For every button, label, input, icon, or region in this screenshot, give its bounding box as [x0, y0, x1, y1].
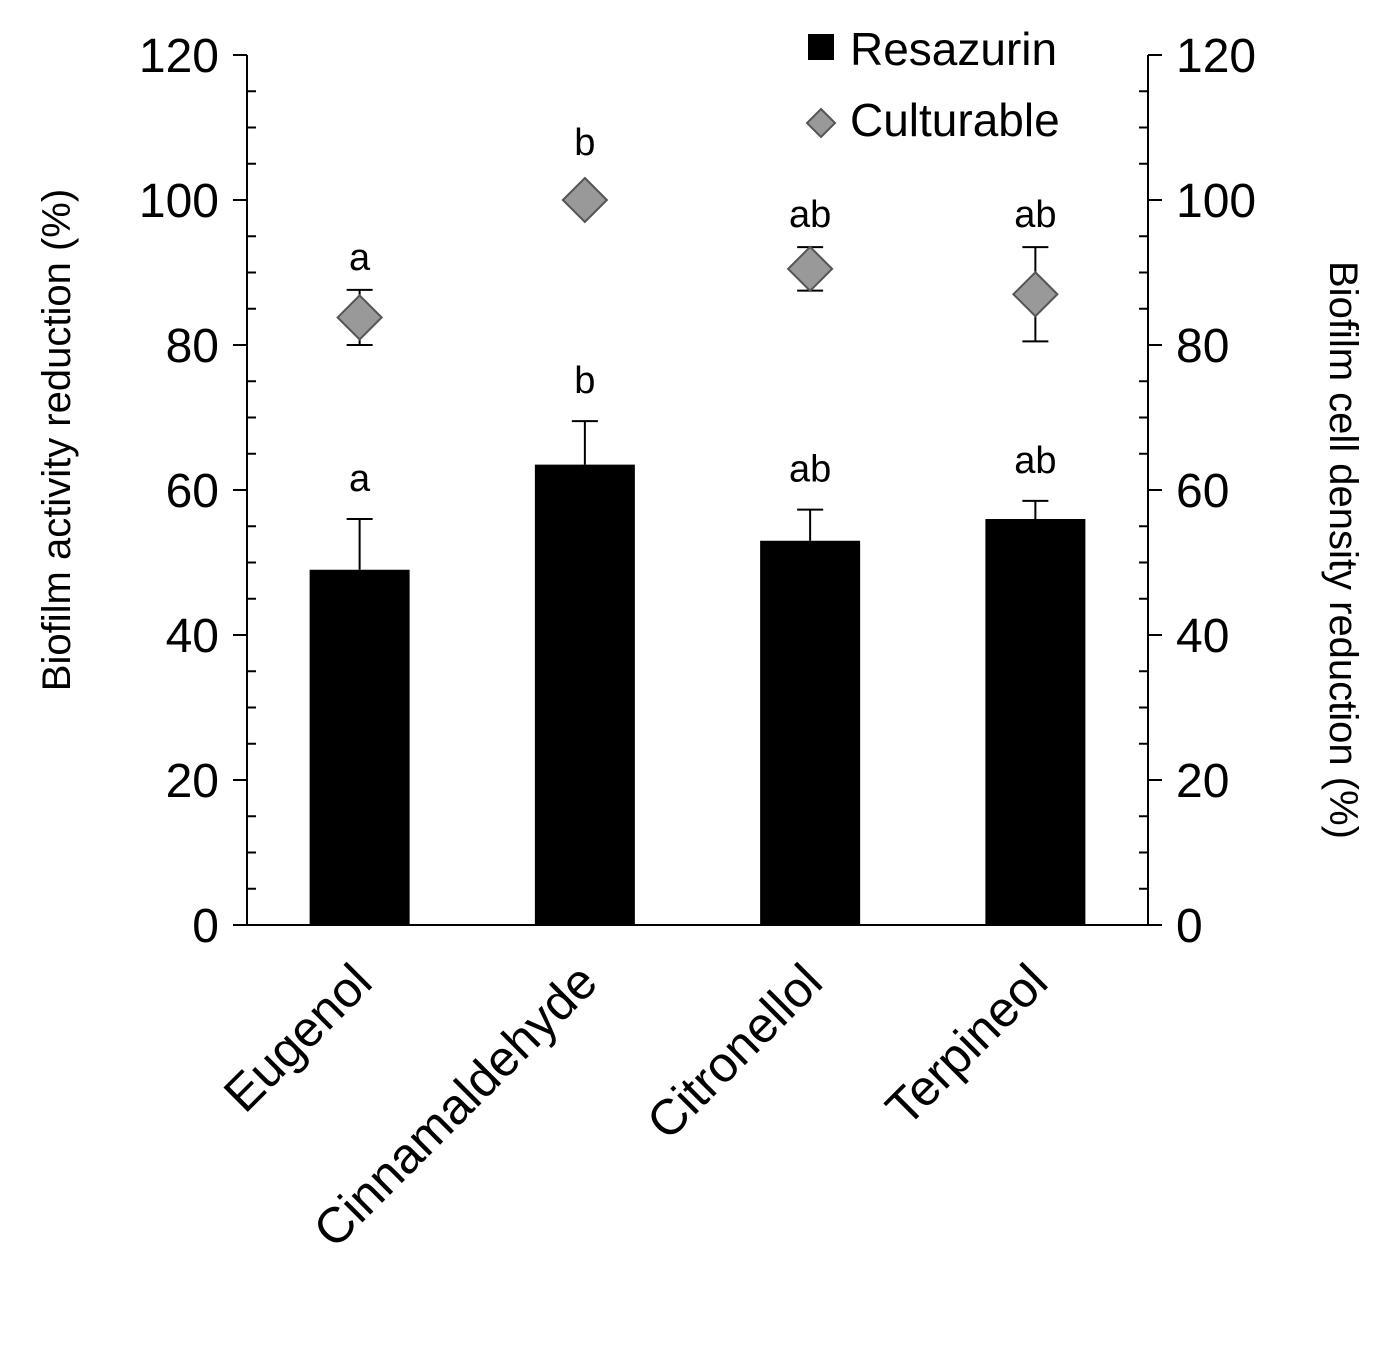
point-significance-label: ab — [1014, 194, 1056, 236]
point-significance-label: b — [574, 122, 595, 164]
left-tick-label: 120 — [139, 30, 219, 83]
bar-significance-label: ab — [789, 449, 831, 491]
bar — [760, 540, 861, 925]
labels-group: 0 20 40 60 80 100 120 0 20 40 60 80 100 120 Biofilm ac… — [35, 30, 1365, 1258]
bar — [309, 569, 410, 925]
bar-significance-label: a — [349, 458, 371, 500]
right-tick-label: 0 — [1176, 900, 1203, 953]
legend: Resazurin Culturable — [805, 23, 1060, 146]
left-tick-label: 40 — [166, 610, 219, 663]
bar — [985, 519, 1086, 925]
bar-significance-label: ab — [1014, 440, 1056, 482]
bar — [534, 464, 635, 925]
marks-group — [309, 176, 1086, 925]
right-tick-label: 100 — [1176, 175, 1256, 228]
left-tick-label: 60 — [166, 465, 219, 518]
category-label: Eugenol — [213, 953, 382, 1122]
point-significance-label: ab — [789, 194, 831, 236]
category-label: Terpineol — [875, 953, 1058, 1136]
point-significance-label: a — [349, 237, 371, 279]
point-diamond — [1011, 270, 1059, 318]
left-tick-label: 100 — [139, 175, 219, 228]
y-axis-title: Biofilm activity reduction (%) — [35, 189, 79, 691]
right-tick-label: 80 — [1176, 320, 1229, 373]
bar-significance-label: b — [574, 360, 595, 402]
right-tick-label: 40 — [1176, 610, 1229, 663]
point-diamond — [336, 294, 384, 341]
right-tick-label: 60 — [1176, 465, 1229, 518]
left-tick-label: 0 — [192, 900, 219, 953]
legend-label-culturable: Culturable — [850, 94, 1060, 146]
point-diamond — [561, 176, 609, 224]
y2-axis-title: Biofilm cell density reduction (%) — [1321, 261, 1365, 839]
legend-swatch-culturable — [805, 107, 837, 139]
left-tick-label: 20 — [166, 755, 219, 808]
point-diamond — [786, 245, 834, 293]
right-tick-label: 20 — [1176, 755, 1229, 808]
right-tick-label: 120 — [1176, 30, 1256, 83]
category-label: Citronellol — [636, 953, 833, 1150]
legend-swatch-resazurin — [808, 34, 834, 60]
legend-label-resazurin: Resazurin — [850, 23, 1057, 75]
left-tick-label: 80 — [166, 320, 219, 373]
